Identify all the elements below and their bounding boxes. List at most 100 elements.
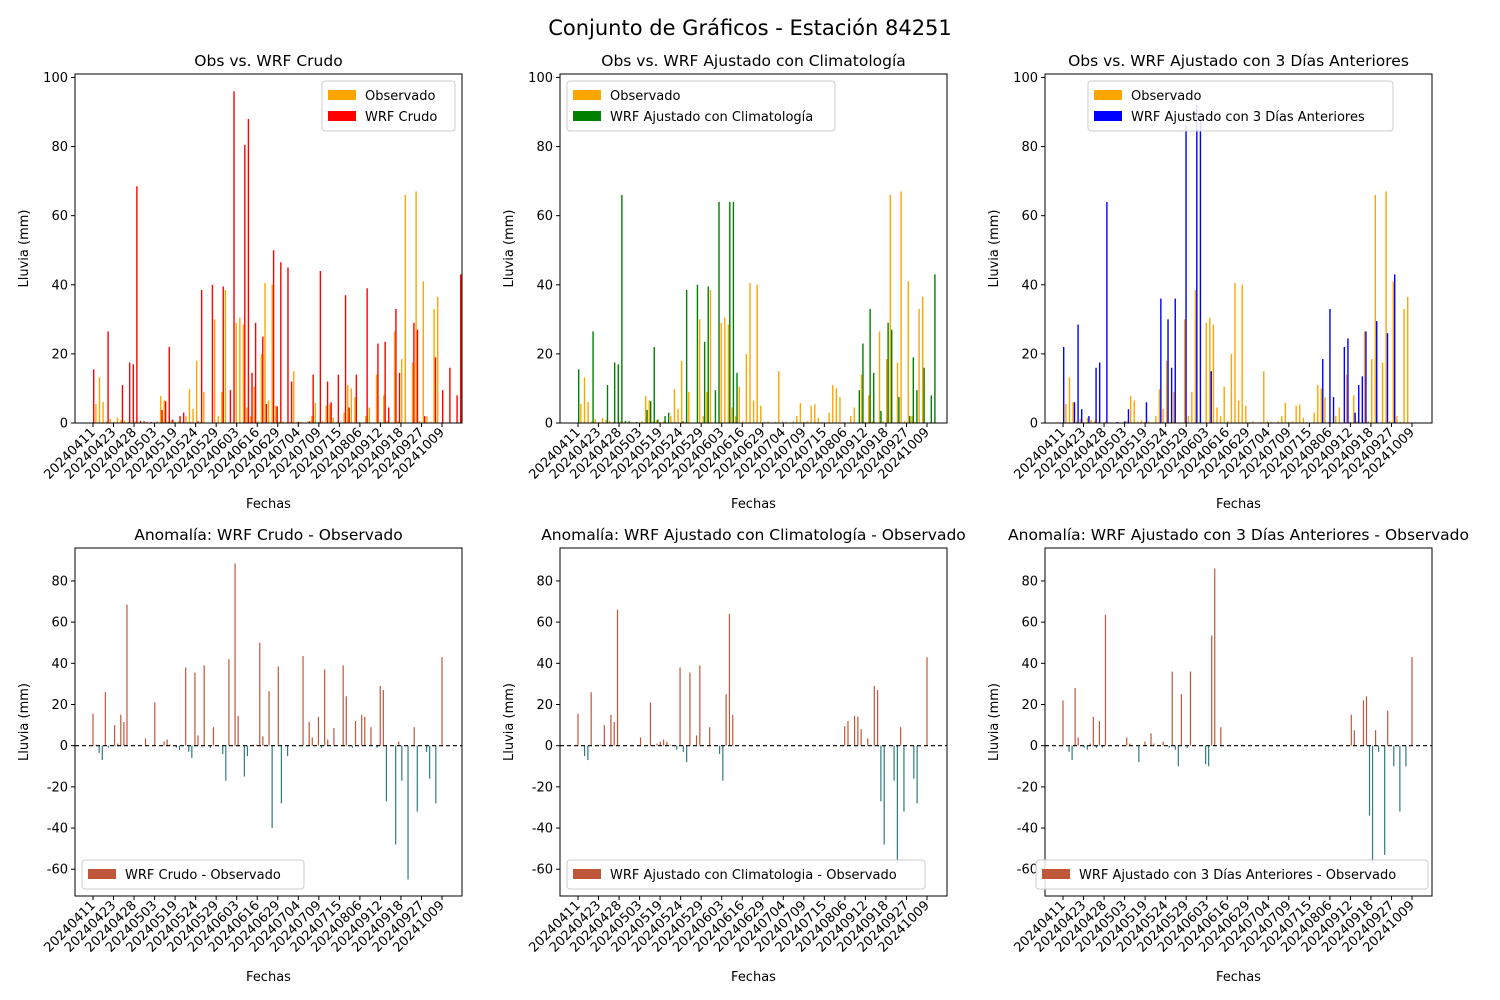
y-tick-label: -40 <box>47 822 68 837</box>
bar-observado <box>282 421 284 423</box>
anomaly-bar <box>144 738 147 746</box>
bar-observado <box>325 405 327 423</box>
anomaly-bar <box>429 745 431 779</box>
bar-wrf <box>718 201 720 423</box>
y-tick-label: 80 <box>1021 574 1038 589</box>
bar-observado <box>246 407 248 423</box>
bar-observado <box>641 421 643 423</box>
bar-wrf <box>388 407 390 423</box>
bar-observado <box>781 421 784 423</box>
bar-wrf <box>606 384 609 423</box>
legend-label: Observado <box>365 89 436 104</box>
anomaly-bar <box>268 691 270 746</box>
anomaly-bar <box>1371 745 1374 864</box>
anomaly-bar <box>308 722 310 746</box>
bar-observado <box>752 400 755 423</box>
plot-area <box>1045 74 1432 423</box>
bar-observado <box>1241 284 1243 423</box>
bar-observado <box>393 331 396 423</box>
anomaly-bar <box>101 745 103 761</box>
bar-observado <box>1205 322 1207 423</box>
bar-observado <box>904 421 906 423</box>
anomaly-bar <box>1068 745 1070 752</box>
bar-wrf <box>1354 412 1356 423</box>
bar-wrf <box>909 416 911 423</box>
bar-observado <box>145 421 147 423</box>
bar-observado <box>709 289 712 423</box>
bar-observado <box>803 421 805 423</box>
anomaly-bar <box>327 739 329 746</box>
anomaly-bar <box>1362 700 1365 746</box>
anomaly-bar <box>1101 745 1104 748</box>
bar-observado <box>1133 400 1135 423</box>
anomaly-bar <box>114 725 116 746</box>
anomaly-bar <box>732 714 734 746</box>
bar-wrf <box>682 421 684 423</box>
bar-observado <box>1147 421 1150 423</box>
y-tick-label: 20 <box>536 347 553 362</box>
bar-observado <box>756 284 758 423</box>
bar-observado <box>1140 420 1143 423</box>
bar-wrf <box>280 262 282 423</box>
bar-observado <box>159 396 162 423</box>
bar-observado <box>839 397 841 423</box>
anomaly-bar <box>847 720 849 746</box>
y-tick-label: 20 <box>1021 698 1038 713</box>
anomaly-bar <box>1220 727 1222 746</box>
bar-observado <box>1291 421 1294 423</box>
bar-observado <box>275 405 277 423</box>
anomaly-bar <box>398 741 400 746</box>
bar-observado <box>648 400 650 423</box>
bar-wrf <box>308 421 311 423</box>
anomaly-bar <box>1214 568 1216 746</box>
bar-observado <box>1302 417 1305 423</box>
bar-wrf <box>1386 333 1389 423</box>
bar-observado <box>127 421 129 423</box>
y-tick-label: -20 <box>1017 780 1038 795</box>
anomaly-bar <box>900 727 902 746</box>
x-axis-label: Fechas <box>246 497 291 512</box>
bar-wrf <box>1322 359 1324 423</box>
anomaly-bar <box>123 722 125 746</box>
bar-observado <box>1349 421 1351 423</box>
legend-swatch <box>1094 90 1122 100</box>
anomaly-bar <box>1411 657 1413 746</box>
bar-wrf <box>657 419 659 423</box>
bar-observado <box>864 421 866 423</box>
bar-wrf <box>107 331 109 423</box>
anomaly-bar <box>1092 716 1094 746</box>
bar-wrf <box>1332 397 1335 423</box>
y-tick-label: 20 <box>51 347 68 362</box>
bar-observado <box>188 389 191 423</box>
bar-wrf <box>247 118 250 424</box>
bar-wrf <box>1365 331 1367 423</box>
bar-observado <box>1209 317 1211 423</box>
anomaly-bar <box>324 669 326 746</box>
bar-observado <box>724 317 726 423</box>
bar-observado <box>598 421 600 423</box>
legend: Observado WRF Ajustado con 3 Días Anterio… <box>1087 80 1394 132</box>
anomaly-bar <box>1368 745 1371 816</box>
anomaly-bar <box>395 745 397 845</box>
anomaly-bar <box>659 741 661 746</box>
bar-observado <box>253 386 255 423</box>
bar-observado <box>738 386 740 423</box>
anomaly-bar <box>234 563 236 746</box>
bar-observado <box>109 418 111 423</box>
bar-observado <box>871 421 874 423</box>
axes-frame <box>559 73 948 424</box>
anomaly-bar <box>166 739 168 746</box>
bar-observado <box>293 371 295 423</box>
anomaly-bar <box>178 745 181 750</box>
anomaly-bar <box>1350 714 1352 746</box>
anomaly-bar <box>583 745 586 756</box>
bar-observado <box>221 391 223 423</box>
anomaly-bar <box>1177 745 1179 767</box>
y-tick-label: 40 <box>536 657 553 672</box>
bar-observado <box>113 421 115 423</box>
anomaly-bar <box>1083 745 1085 748</box>
bar-wrf <box>1185 125 1187 423</box>
x-axis-label: Fechas <box>731 497 776 512</box>
bar-observado <box>336 421 338 423</box>
axes-frame <box>1044 547 1433 897</box>
